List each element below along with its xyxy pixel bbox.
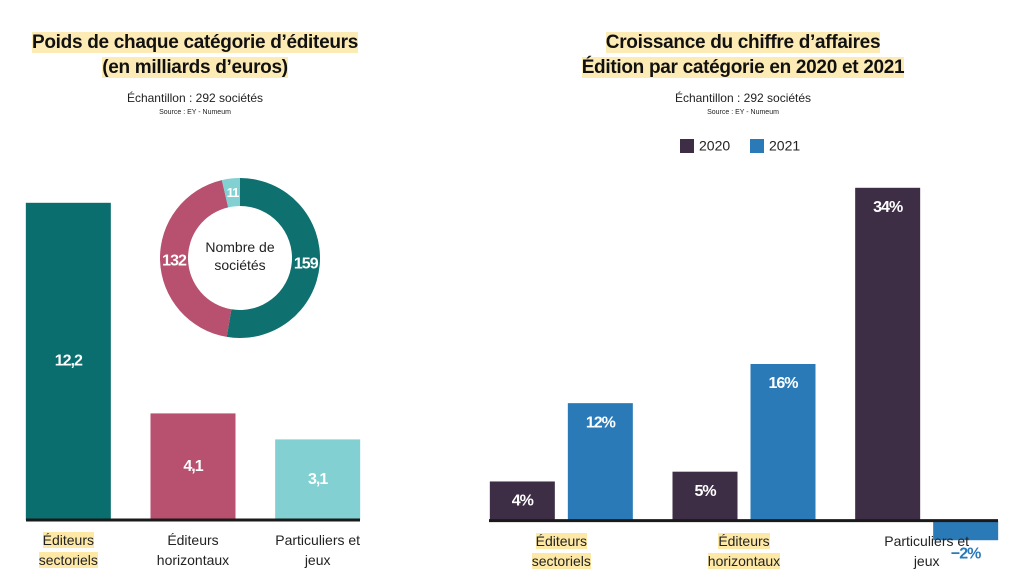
bar bbox=[855, 187, 921, 521]
slice-label: 159 bbox=[294, 256, 319, 273]
x-tick-label-text: Éditeurs sectoriels bbox=[531, 532, 591, 569]
x-tick-label-text: Éditeurs horizontaux bbox=[707, 532, 781, 569]
x-tick-label: Particuliers et jeux bbox=[270, 530, 366, 570]
value-label: −2% bbox=[951, 545, 981, 562]
source-note: Source : EY - Numeum bbox=[707, 109, 779, 116]
bar bbox=[25, 202, 111, 521]
legend-label: 2021 bbox=[769, 138, 800, 154]
x-tick-label: Particuliers et jeux bbox=[879, 531, 975, 571]
bar bbox=[489, 481, 555, 521]
value-label: 12% bbox=[586, 414, 616, 431]
donut-slice bbox=[226, 178, 320, 339]
chart-title: Édition par catégorie en 2020 et 2021 bbox=[493, 56, 993, 80]
legend-swatch bbox=[680, 139, 694, 153]
bar bbox=[275, 439, 361, 520]
value-label: 12,2 bbox=[55, 353, 83, 370]
value-label: 16% bbox=[768, 375, 798, 392]
slice-label: 132 bbox=[162, 252, 187, 269]
bar bbox=[672, 471, 738, 521]
chart-title-text: Croissance du chiffre d’affaires bbox=[605, 32, 881, 53]
slice-label: 11 bbox=[227, 185, 240, 200]
chart-title-text: (en milliards d’euros) bbox=[102, 57, 288, 78]
value-label: 3,1 bbox=[308, 471, 328, 488]
bar bbox=[750, 364, 816, 521]
donut-slice bbox=[221, 178, 240, 208]
value-label: 34% bbox=[873, 199, 903, 216]
bar bbox=[933, 520, 999, 541]
legend-swatch bbox=[750, 139, 764, 153]
value-label: 4,1 bbox=[183, 458, 203, 475]
donut-center-label: Nombre de sociétés bbox=[205, 239, 275, 273]
source-note: Source : EY - Numeum bbox=[159, 109, 231, 116]
x-tick-label: Éditeurs horizontaux bbox=[696, 531, 792, 571]
x-tick-label-text: Particuliers et jeux bbox=[884, 532, 970, 569]
chart-title-text: Poids de chaque catégorie d’éditeurs bbox=[31, 32, 358, 53]
bar bbox=[567, 403, 633, 521]
donut-slice bbox=[159, 180, 232, 337]
value-label: 4% bbox=[512, 493, 534, 510]
value-label: 5% bbox=[694, 483, 716, 500]
x-tick-label: Éditeurs horizontaux bbox=[145, 530, 241, 570]
legend-label: 2020 bbox=[699, 138, 730, 154]
x-tick-label: Éditeurs sectoriels bbox=[513, 531, 609, 571]
chart-title: Poids de chaque catégorie d’éditeurs bbox=[0, 31, 445, 55]
x-tick-label-text: Éditeurs sectoriels bbox=[38, 532, 98, 568]
x-tick-label: Éditeurs sectoriels bbox=[20, 530, 116, 570]
chart-title: Croissance du chiffre d’affaires bbox=[493, 31, 993, 55]
sample-note: Échantillon : 292 sociétés bbox=[126, 91, 264, 105]
chart-title: (en milliards d’euros) bbox=[0, 56, 445, 80]
sample-note: Échantillon : 292 sociétés bbox=[674, 91, 812, 105]
x-tick-label-text: Particuliers et jeux bbox=[275, 532, 361, 568]
x-tick-label-text: Éditeurs horizontaux bbox=[156, 532, 230, 568]
bar bbox=[150, 413, 236, 520]
chart-title-text: Édition par catégorie en 2020 et 2021 bbox=[581, 57, 905, 78]
